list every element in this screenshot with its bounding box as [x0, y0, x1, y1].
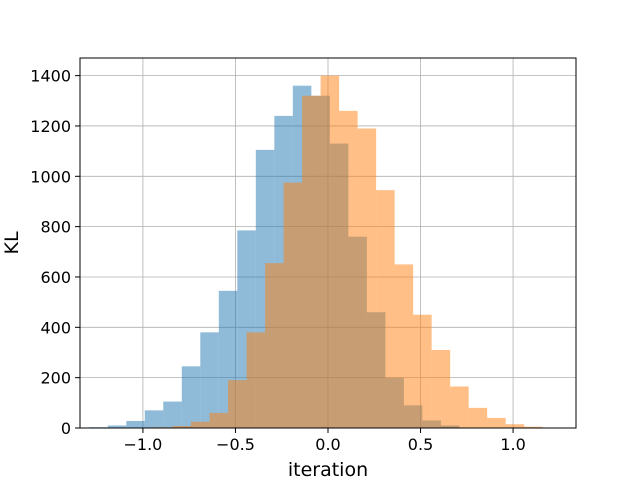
histogram-bar-series-2 [209, 412, 229, 428]
histogram-bar-series-2 [228, 380, 247, 428]
histogram-bar-series-2 [302, 95, 321, 429]
histogram-bars [89, 75, 543, 429]
x-tick-label: −0.5 [216, 435, 255, 454]
y-tick-label: 0 [61, 419, 71, 438]
x-tick-label: 0.0 [315, 435, 340, 454]
histogram-bar-series-2 [357, 128, 377, 428]
y-tick-label: 600 [40, 268, 71, 287]
x-tick-label: −1.0 [123, 435, 162, 454]
y-axis-label: KL [1, 231, 23, 254]
histogram-bar-series-2 [265, 263, 284, 428]
axis-ticks: −1.0 −0.5 0.0 0.5 1.0 0 200 400 600 800 1000 1200 14… [30, 67, 526, 454]
y-tick-label: 1200 [30, 117, 71, 136]
histogram-bar-series-2 [394, 264, 414, 428]
histogram-bar-series-2 [487, 417, 506, 428]
y-tick-label: 800 [40, 218, 71, 237]
x-tick-label: 1.0 [500, 435, 525, 454]
x-axis-label: iteration [288, 459, 368, 480]
histogram-bar-series-2 [376, 190, 395, 428]
histogram-bar-series-1 [163, 401, 182, 428]
histogram-bar-series-2 [320, 75, 340, 428]
histogram-bar-series-1 [181, 366, 201, 428]
histogram-bar-series-2 [524, 426, 543, 428]
histogram-bar-series-2 [431, 349, 451, 428]
y-tick-label: 1400 [30, 67, 71, 86]
histogram-bar-series-2 [283, 182, 303, 428]
y-tick-label: 400 [40, 318, 71, 337]
x-tick-label: 0.5 [408, 435, 433, 454]
histogram-bar-series-1 [200, 332, 219, 428]
histogram-bar-series-2 [246, 332, 266, 428]
histogram-bar-series-1 [126, 420, 145, 428]
histogram-bar-series-2 [413, 314, 432, 428]
y-tick-label: 1000 [30, 167, 71, 186]
histogram-bar-series-1 [107, 425, 127, 428]
histogram-bar-series-2 [468, 407, 488, 428]
histogram-bar-series-2 [339, 110, 358, 428]
histogram-bar-series-2 [450, 386, 469, 428]
histogram-bar-series-2 [505, 424, 525, 428]
histogram-bar-series-1 [144, 410, 164, 428]
histogram-bar-series-2 [191, 421, 210, 428]
histogram-bar-series-2 [172, 425, 192, 428]
y-tick-label: 200 [40, 369, 71, 388]
